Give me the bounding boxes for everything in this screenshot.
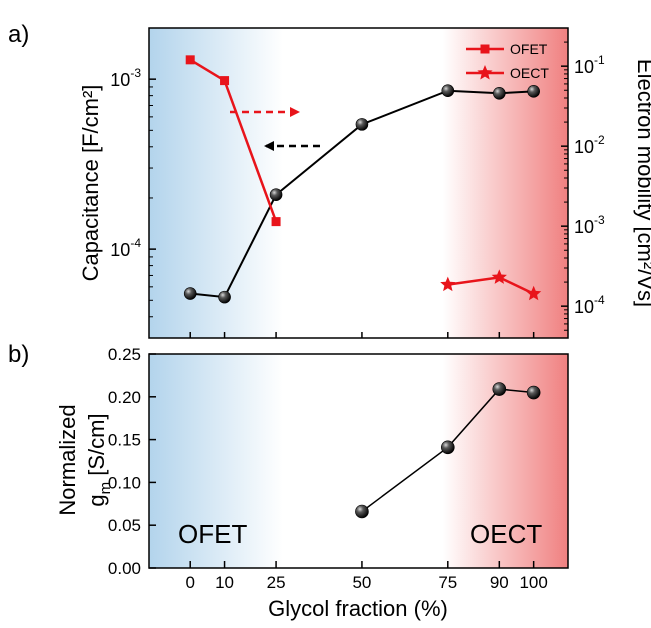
gm-point-50 — [355, 505, 368, 518]
ofet-point-10 — [220, 76, 229, 85]
right-tick-label: 10-4 — [574, 293, 605, 317]
capacitance-point-90 — [493, 87, 505, 99]
panel-a-background — [149, 28, 568, 338]
ofet-point-0 — [186, 55, 195, 64]
panel-b-y-tick-label: 0.05 — [108, 516, 141, 535]
right-tick-label: 10-3 — [574, 213, 605, 237]
legend-label-ofet: OFET — [510, 41, 548, 57]
ofet-point-25 — [272, 217, 281, 226]
legend-marker-ofet — [481, 45, 490, 54]
panel-b-ylabel-line1: Normalized — [55, 404, 80, 515]
gm-subscript: m — [97, 482, 114, 495]
panel-b-x-tick-label: 10 — [215, 573, 234, 592]
capacitance-point-25 — [270, 189, 282, 201]
panel-b-y-tick-label: 0.20 — [108, 388, 141, 407]
capacitance-point-10 — [219, 291, 231, 303]
ofet-region-label: OFET — [178, 519, 247, 549]
capacitance-point-0 — [184, 288, 196, 300]
panel-b-x-tick-label: 0 — [185, 573, 194, 592]
gm-point-100 — [527, 386, 540, 399]
panel-b-x-tick-label: 90 — [490, 573, 509, 592]
oect-region-label: OECT — [470, 519, 542, 549]
right-axis-label: Electron mobility [cm²/Vs] — [633, 59, 651, 307]
panel-b-y-tick-label: 0.00 — [108, 559, 141, 578]
gm-point-90 — [493, 383, 506, 396]
panel-b-x-tick-label: 75 — [438, 573, 457, 592]
right-tick-label: 10-1 — [574, 53, 605, 77]
x-axis-label: Glycol fraction (%) — [268, 596, 448, 621]
capacitance-point-100 — [528, 85, 540, 97]
gm-point-75 — [441, 441, 454, 454]
panel-b-x-tick-label: 100 — [519, 573, 547, 592]
panel-b-y-tick-label: 0.15 — [108, 431, 141, 450]
panel-b-label: b) — [8, 341, 29, 368]
left-tick-label: 10-3 — [110, 66, 141, 90]
left-tick-label: 10-4 — [110, 236, 141, 260]
panel-b-y-tick-label: 0.25 — [108, 345, 141, 364]
panel-b: OFET OECT 0.000.050.100.150.200.250 10 25 5… — [8, 341, 568, 621]
left-axis-label: Capacitance [F/cm²] — [78, 85, 103, 282]
capacitance-point-75 — [442, 85, 454, 97]
gm-unit: [S/cm] — [84, 413, 109, 481]
panel-b-x-tick-label: 50 — [352, 573, 371, 592]
gm-symbol: g — [84, 494, 109, 506]
panel-b-ylabel-line2: gm [S/cm] — [84, 413, 114, 506]
legend-label-oect: OECT — [510, 65, 549, 81]
panel-a: OFET OECT 10-4 10-3 10-4 10-3 10-2 10-1 a) Cap… — [8, 21, 651, 338]
panel-b-x-tick-label: 25 — [267, 573, 286, 592]
panel-a-label: a) — [8, 21, 29, 48]
capacitance-point-50 — [356, 118, 368, 130]
right-tick-label: 10-2 — [574, 133, 605, 157]
